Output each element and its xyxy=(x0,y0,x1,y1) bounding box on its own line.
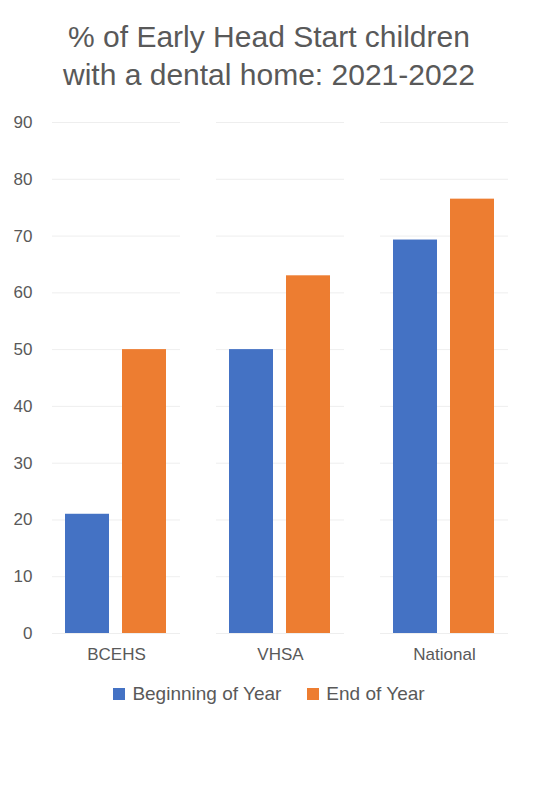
html-text:% of Early Head Start children: % of Early Head Start children with a de… xyxy=(63,20,475,91)
svg-text:10: 10 xyxy=(14,567,33,586)
svg-text:30: 30 xyxy=(14,454,33,473)
svg-text:40: 40 xyxy=(14,397,33,416)
svg-text:0: 0 xyxy=(23,624,32,643)
svg-text:80: 80 xyxy=(14,170,33,189)
svg-text:60: 60 xyxy=(14,283,33,302)
svg-text:70: 70 xyxy=(14,226,33,245)
svg-text:National: National xyxy=(413,645,475,664)
html-text:Beginning of Year: Beginning of Year xyxy=(132,683,282,704)
svg-text:50: 50 xyxy=(14,340,33,359)
svg-text:BCEHS: BCEHS xyxy=(87,645,146,664)
svg-text:VHSA: VHSA xyxy=(257,645,304,664)
svg-text:90: 90 xyxy=(14,113,33,132)
svg-text:20: 20 xyxy=(14,510,33,529)
html-text:End of Year: End of Year xyxy=(326,683,425,704)
